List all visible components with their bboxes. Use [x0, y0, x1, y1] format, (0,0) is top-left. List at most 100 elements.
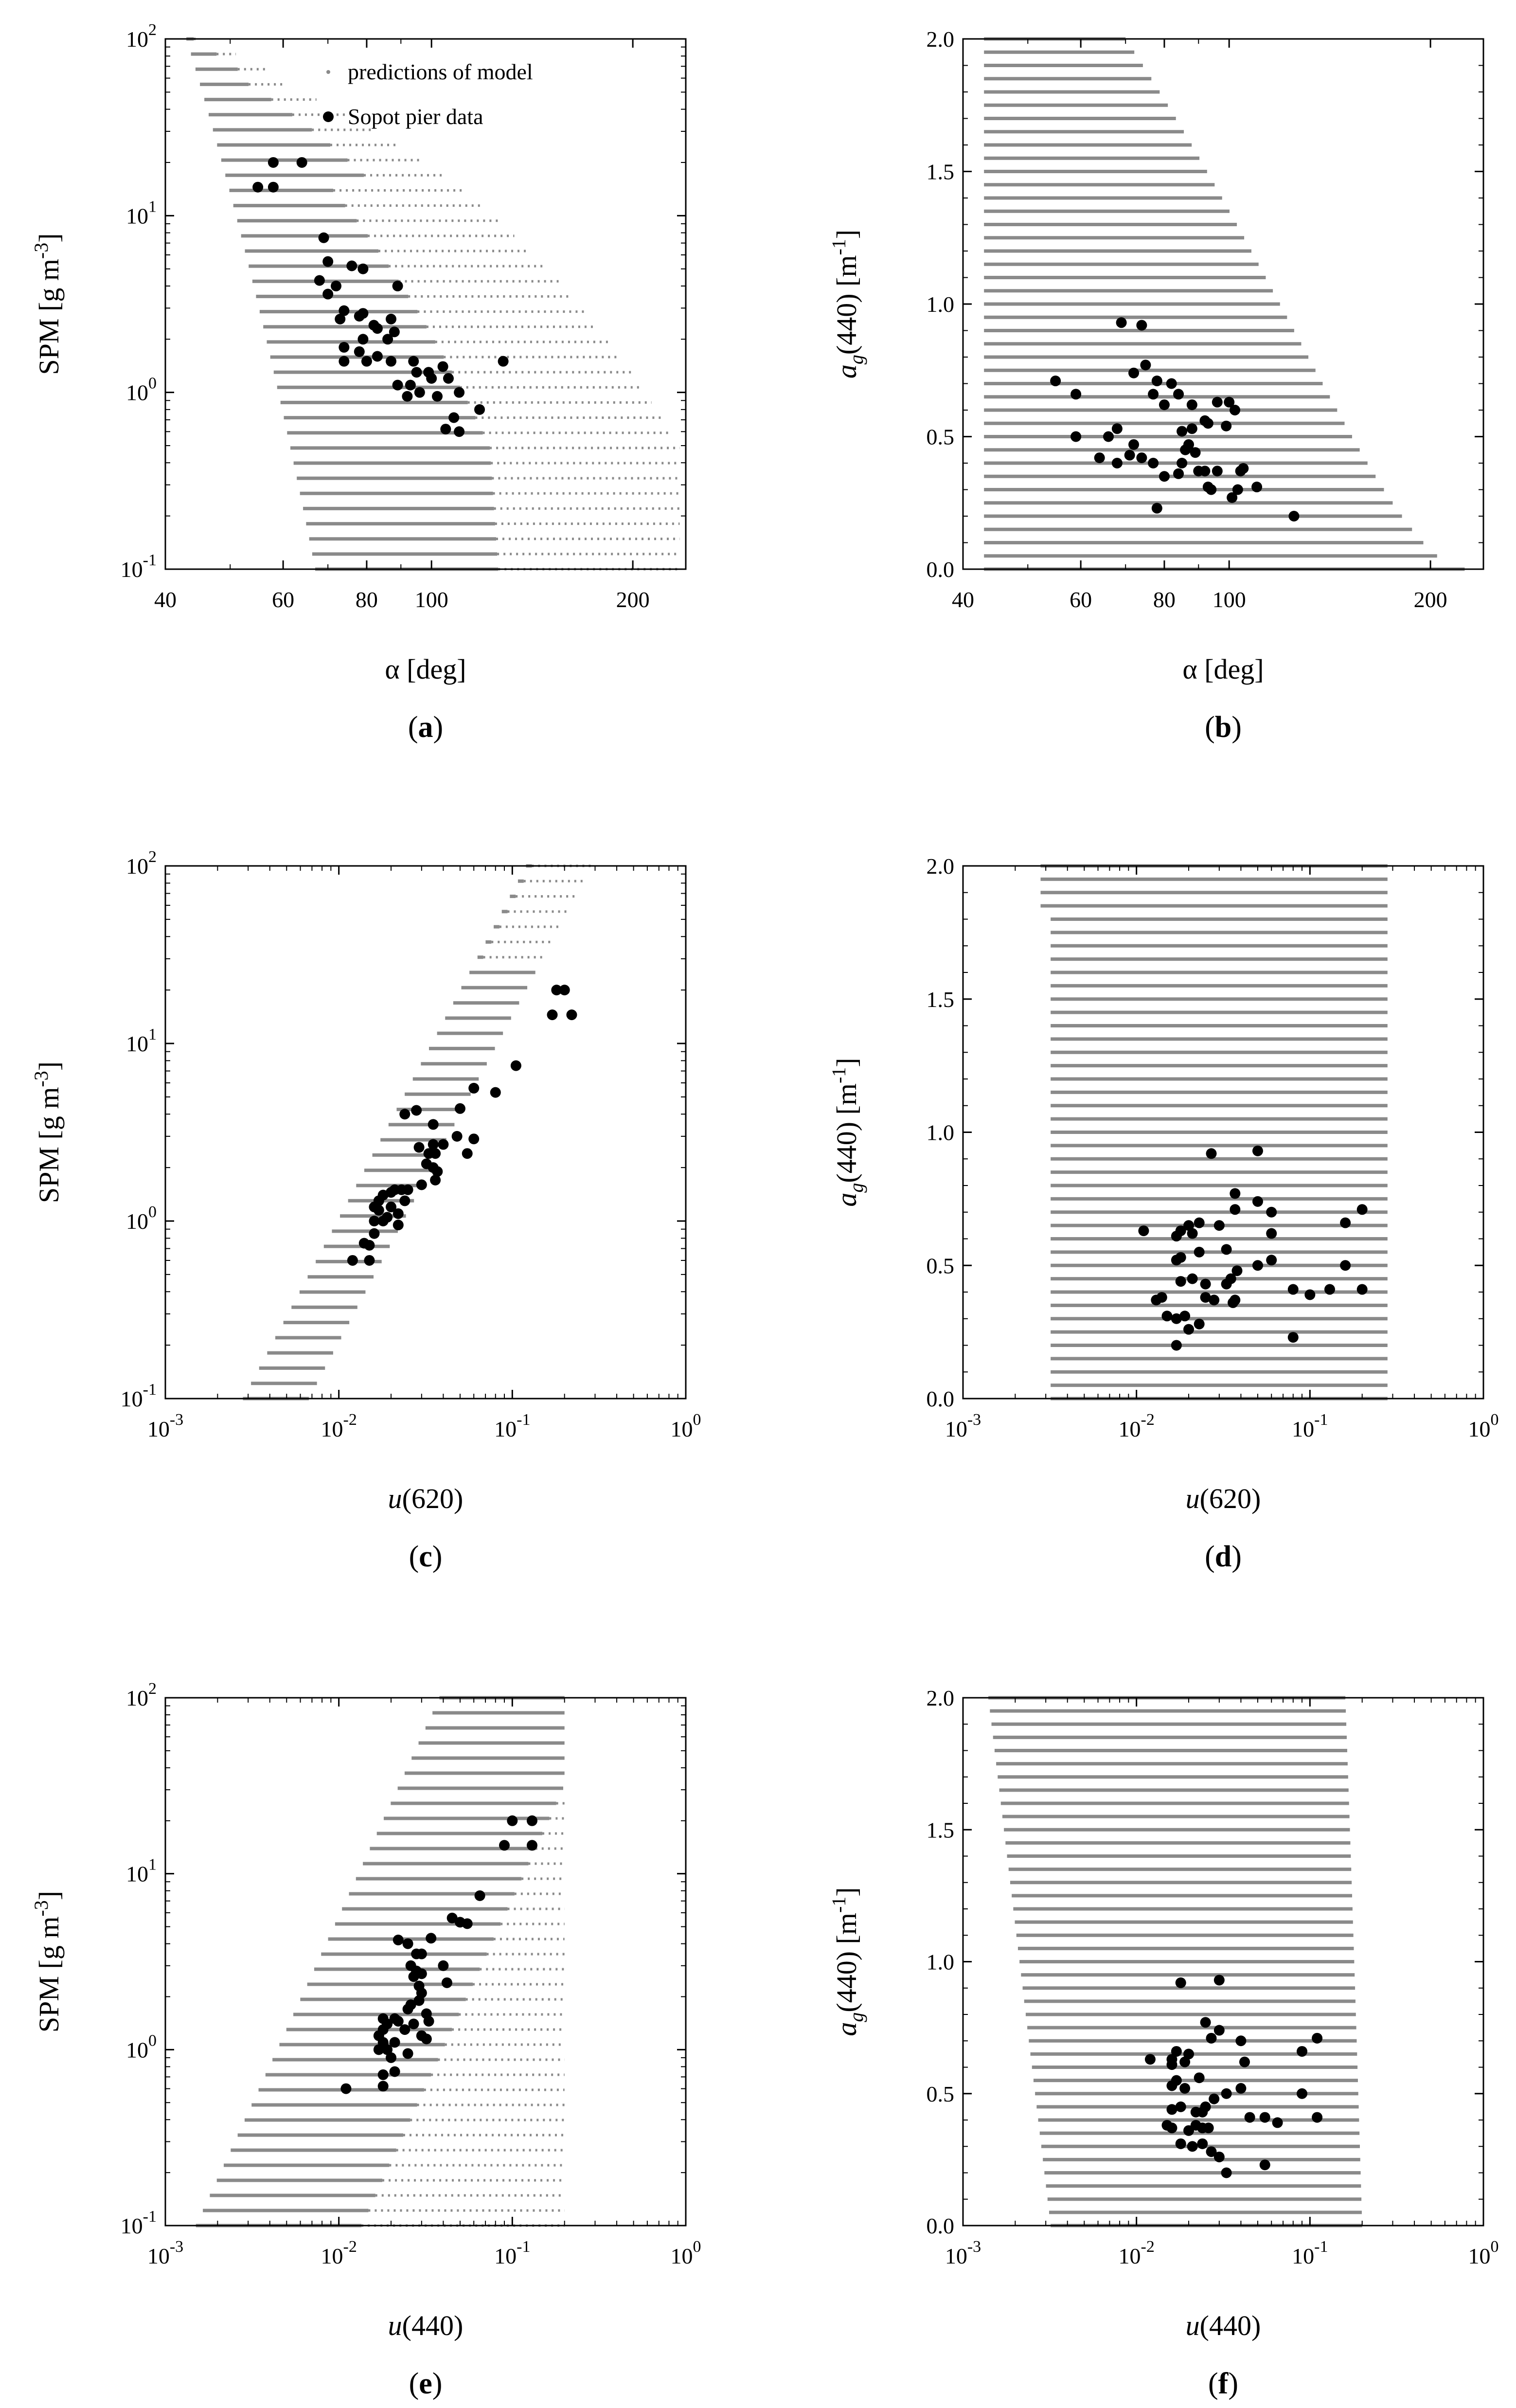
sopot-pier-data	[252, 157, 509, 437]
data-point	[1180, 444, 1191, 455]
data-point	[402, 2003, 413, 2014]
data-point	[498, 356, 509, 367]
data-point	[377, 2069, 389, 2080]
data-point	[314, 275, 325, 286]
data-point	[1140, 359, 1151, 371]
data-point	[386, 313, 397, 324]
panel-label: (d)	[1205, 1540, 1242, 1573]
data-point	[454, 1917, 465, 1928]
data-point	[443, 373, 454, 384]
data-point	[462, 1148, 473, 1159]
data-point	[1183, 1324, 1195, 1335]
data-point	[1171, 1313, 1182, 1324]
y-tick-label: 102	[126, 848, 157, 879]
y-tick-label: 2.0	[927, 27, 955, 52]
data-point	[437, 361, 448, 372]
data-point	[1161, 1311, 1173, 1322]
y-tick-label: 100	[126, 1203, 157, 1234]
data-point	[1206, 1148, 1217, 1159]
data-point	[1197, 2138, 1208, 2149]
data-point	[1272, 2117, 1283, 2128]
data-point	[357, 334, 369, 345]
data-point	[566, 1009, 577, 1021]
data-point	[1259, 2112, 1270, 2123]
data-point	[399, 1109, 410, 1120]
data-point	[1187, 1228, 1198, 1239]
data-point	[1312, 2032, 1323, 2044]
data-point	[1177, 426, 1188, 437]
y-tick-label: 101	[126, 1025, 157, 1056]
data-point	[1187, 1273, 1198, 1284]
data-point	[1213, 1220, 1225, 1231]
data-point	[1171, 2046, 1182, 2057]
data-point	[1206, 484, 1217, 495]
data-point	[396, 1184, 407, 1195]
data-point	[268, 181, 279, 193]
data-point	[547, 1009, 558, 1021]
data-point	[432, 391, 443, 402]
x-tick-label: 10-1	[494, 1411, 530, 1441]
data-point	[335, 313, 346, 324]
data-point	[1206, 2032, 1217, 2044]
legend-data-marker	[323, 111, 334, 122]
data-point	[361, 356, 372, 367]
data-point	[392, 2015, 404, 2027]
x-tick-label: 10-1	[1292, 1411, 1328, 1441]
y-tick-label: 0.0	[927, 1386, 955, 1411]
x-tick-label: 10-1	[1292, 2238, 1328, 2268]
x-tick-label: 10-2	[321, 1411, 357, 1441]
y-tick-label: 100	[126, 2031, 157, 2062]
data-point	[1231, 1265, 1243, 1276]
data-point	[1166, 2104, 1177, 2115]
data-point	[1266, 1228, 1277, 1239]
data-point	[369, 1228, 380, 1239]
data-point	[372, 323, 383, 334]
panel-f: 0.0 0.5 1.0 1.5 2.0 10-3 10-2 10-1 100 u(440) ag(4…	[828, 1686, 1499, 2400]
panel-label: (e)	[409, 2367, 443, 2400]
data-point	[354, 310, 365, 322]
data-point	[1212, 396, 1223, 408]
data-point	[413, 1142, 425, 1153]
data-point	[1356, 1284, 1368, 1295]
x-tick-label: 100	[1468, 2238, 1499, 2268]
data-point	[430, 1148, 441, 1159]
data-point	[1266, 1255, 1277, 1266]
data-point	[1227, 492, 1238, 503]
data-point	[411, 367, 422, 378]
data-point	[392, 280, 403, 291]
data-point	[1148, 389, 1159, 400]
data-point	[382, 1212, 393, 1223]
data-point	[1252, 1196, 1263, 1207]
x-tick-label: 100	[1468, 1411, 1499, 1441]
data-point	[1138, 1225, 1149, 1237]
data-point	[382, 334, 393, 345]
data-point	[1212, 466, 1223, 477]
data-point	[1094, 452, 1105, 464]
data-point	[322, 288, 334, 300]
x-tick-label: 10-2	[1119, 1411, 1155, 1441]
data-point	[428, 1119, 439, 1130]
data-point	[1050, 376, 1061, 387]
data-point	[1166, 2122, 1177, 2134]
data-point	[448, 412, 460, 423]
sopot-pier-data	[1050, 317, 1300, 521]
model-predictions	[988, 1696, 1362, 2228]
data-point	[1166, 378, 1177, 389]
data-point	[454, 426, 465, 437]
data-point	[1259, 2159, 1270, 2171]
plot-frame	[164, 865, 687, 1400]
legend-model-marker	[326, 70, 330, 74]
data-point	[1324, 1284, 1335, 1295]
data-point	[1235, 2083, 1247, 2094]
data-point	[386, 2052, 397, 2063]
data-point	[1175, 2138, 1186, 2149]
data-point	[1206, 2146, 1217, 2157]
panel-a: 102 101 100 10-1 40 60 80 100 200 α [deg] SPM [g m…	[30, 21, 687, 744]
data-point	[416, 1948, 427, 1959]
data-point	[426, 1933, 437, 1944]
y-tick-label: 1.0	[927, 1950, 955, 1975]
data-point	[1171, 1255, 1182, 1266]
y-axis-label: SPM [g m-3]	[30, 1061, 65, 1203]
data-point	[1224, 396, 1235, 408]
